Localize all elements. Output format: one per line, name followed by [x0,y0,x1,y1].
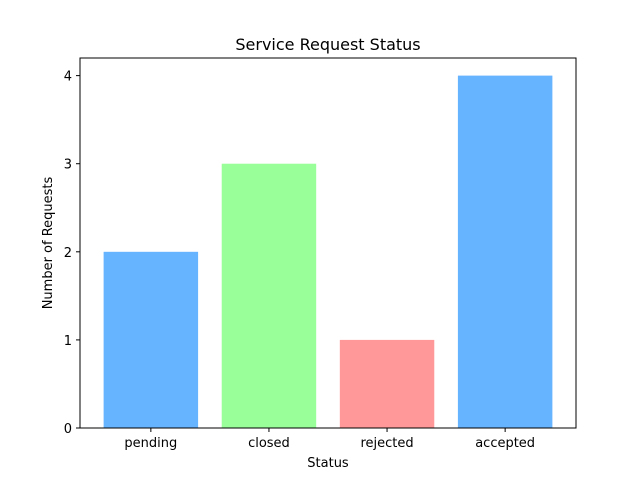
axes-frame [79,57,577,429]
bar-closed [221,163,317,428]
y-tick-label-2: 2 [64,246,72,261]
x-axis: pending closed rejected accepted [124,428,535,451]
y-tick-label-3: 3 [64,158,72,173]
bar-pending [103,251,199,428]
x-tick-label-closed: closed [248,436,290,451]
x-axis-label: Status [307,456,349,471]
y-axis: 0 1 2 3 4 [64,70,80,437]
x-tick-label-pending: pending [124,436,177,451]
y-tick-label-4: 4 [64,70,72,85]
bars-group [103,75,553,428]
x-tick-label-rejected: rejected [360,436,413,451]
x-tick-label-accepted: accepted [475,436,535,451]
y-axis-label: Number of Requests [41,176,56,309]
bar-rejected [339,339,435,428]
chart-title: Service Request Status [235,35,420,54]
y-tick-label-0: 0 [64,422,72,437]
bar-accepted [457,75,553,428]
y-tick-label-1: 1 [64,334,72,349]
